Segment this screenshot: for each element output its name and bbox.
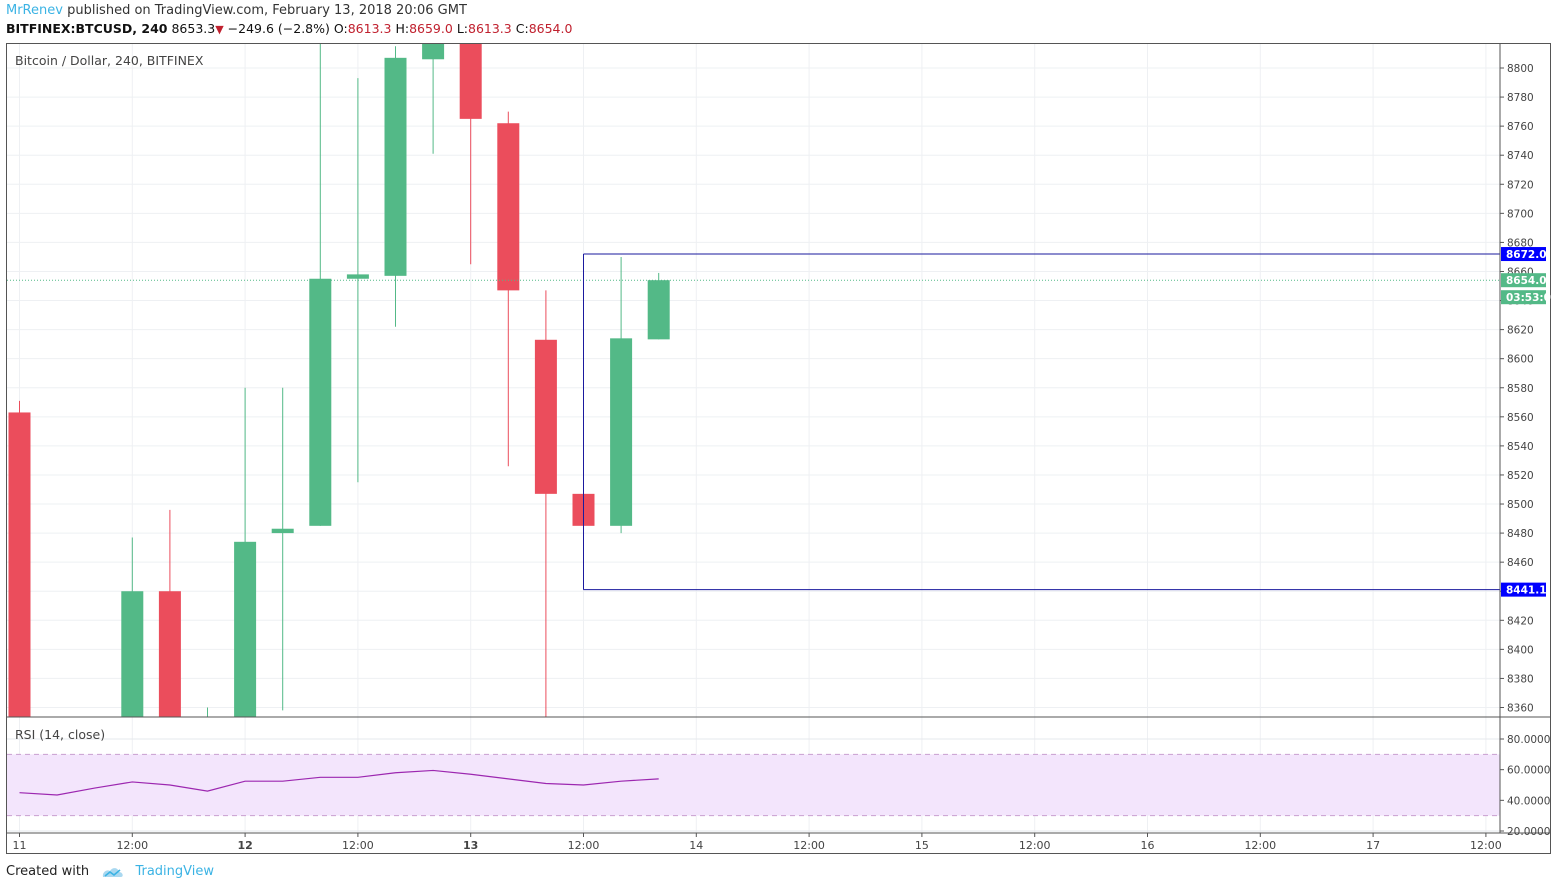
tradingview-link[interactable]: TradingView — [135, 864, 214, 879]
x-tick-label: 13 — [463, 839, 478, 852]
y-tick-label: 8620 — [1507, 325, 1534, 337]
x-tick-label: 16 — [1141, 839, 1155, 852]
x-tick-label: 12:00 — [568, 839, 600, 852]
y-tick-label: 8520 — [1507, 470, 1534, 482]
y-tick-label: 8740 — [1507, 150, 1534, 162]
candle-body — [497, 123, 520, 291]
x-tick-label: 12:00 — [1244, 839, 1276, 852]
last-price: 8653.3 — [171, 21, 216, 36]
candles — [8, 44, 670, 717]
candle-body — [121, 591, 144, 717]
x-tick-label: 12:00 — [342, 839, 374, 852]
y-tick-label: 8420 — [1507, 615, 1534, 627]
y-tick-label: 8680 — [1507, 237, 1534, 249]
close-label: C: — [515, 21, 529, 36]
rsi-pane-label[interactable]: RSI (14, close) — [15, 727, 106, 742]
axes: 8360838084008420844084608480850085208540… — [7, 44, 1551, 852]
tradingview-logo-icon — [103, 867, 124, 877]
countdown-tag: 03:53:04 — [1506, 292, 1558, 304]
low-label: L: — [456, 21, 468, 36]
rsi-line — [19, 769, 659, 796]
countdown-tag-bg — [1501, 290, 1546, 305]
x-tick-label: 15 — [915, 839, 929, 852]
level-tag-high: 8672.0 — [1506, 249, 1547, 261]
rsi-y-tick-label: 20.0000 — [1507, 826, 1550, 838]
y-tick-label: 8480 — [1507, 528, 1534, 540]
candle-body — [647, 280, 670, 340]
published-text: published on TradingView.com, February 1… — [67, 3, 467, 18]
y-tick-label: 8460 — [1507, 557, 1534, 569]
main-pane-label[interactable]: Bitcoin / Dollar, 240, BITFINEX — [15, 53, 204, 68]
y-tick-label: 8700 — [1507, 208, 1534, 220]
x-tick-label: 14 — [689, 839, 703, 852]
footer: Created with TradingView — [6, 864, 214, 879]
level-tag-low-bg — [1501, 582, 1546, 597]
last-price-tag-bg — [1501, 273, 1546, 288]
candle-body — [8, 412, 31, 717]
price-tags: 8672.0 8441.1 8654.0 03:53:04 — [1501, 247, 1558, 597]
candle-body — [346, 274, 369, 279]
candle-body — [534, 339, 557, 494]
grid — [7, 44, 1500, 833]
symbol-name: BITFINEX:BTCUSD, 240 — [6, 21, 168, 36]
candle-body — [384, 57, 407, 276]
high-value: 8659.0 — [409, 21, 453, 36]
y-tick-label: 8600 — [1507, 354, 1534, 366]
candle-body — [459, 44, 482, 119]
high-label: H: — [395, 21, 410, 36]
x-tick-label: 12:00 — [116, 839, 148, 852]
x-tick-label: 12 — [237, 839, 252, 852]
rsi-series — [19, 769, 659, 796]
author-link[interactable]: MrRenev — [6, 3, 63, 18]
publish-info: MrRenev published on TradingView.com, Fe… — [6, 3, 467, 18]
open-label: O: — [333, 21, 348, 36]
down-arrow-icon: ▼ — [215, 23, 224, 36]
level-lines — [7, 253, 1500, 591]
rsi-y-tick-label: 40.0000 — [1507, 795, 1550, 807]
rsi-y-tick-label: 80.0000 — [1507, 734, 1550, 746]
x-tick-label: 11 — [13, 839, 27, 852]
created-with-text: Created with — [6, 864, 90, 879]
y-tick-label: 8540 — [1507, 441, 1534, 453]
candle-body — [234, 541, 257, 717]
chart-frame[interactable] — [6, 43, 1551, 854]
x-tick-label: 12:00 — [793, 839, 825, 852]
rsi-band-fill — [7, 754, 1500, 816]
y-tick-label: 8800 — [1507, 63, 1534, 75]
y-tick-label: 8580 — [1507, 383, 1534, 395]
price-change: −249.6 (−2.8%) — [227, 21, 330, 36]
rsi-band — [7, 753, 1500, 817]
open-value: 8613.3 — [347, 21, 392, 36]
rsi-y-tick-label: 60.0000 — [1507, 765, 1550, 777]
level-tag-high-bg — [1501, 247, 1546, 262]
candle-body — [271, 528, 294, 534]
candle-body — [610, 338, 633, 526]
candle-body — [309, 278, 332, 526]
close-value: 8654.0 — [528, 21, 573, 36]
y-tick-label: 8720 — [1507, 179, 1534, 191]
y-tick-label: 8780 — [1507, 92, 1534, 104]
symbol-info: BITFINEX:BTCUSD, 240 8653.3▼ −249.6 (−2.… — [6, 21, 572, 36]
candle-body — [158, 591, 181, 717]
y-tick-label: 8380 — [1507, 673, 1534, 685]
last-price-tag: 8654.0 — [1506, 275, 1547, 287]
x-tick-label: 17 — [1366, 839, 1380, 852]
y-tick-label: 8360 — [1507, 703, 1534, 715]
candle-body — [422, 44, 445, 60]
x-tick-label: 12:00 — [1470, 839, 1502, 852]
low-value: 8613.3 — [468, 21, 512, 36]
y-tick-label: 8500 — [1507, 499, 1534, 511]
y-tick-label: 8400 — [1507, 644, 1534, 656]
y-tick-label: 8560 — [1507, 412, 1534, 424]
x-tick-label: 12:00 — [1019, 839, 1051, 852]
y-tick-label: 8760 — [1507, 121, 1534, 133]
level-tag-low: 8441.1 — [1506, 585, 1547, 597]
